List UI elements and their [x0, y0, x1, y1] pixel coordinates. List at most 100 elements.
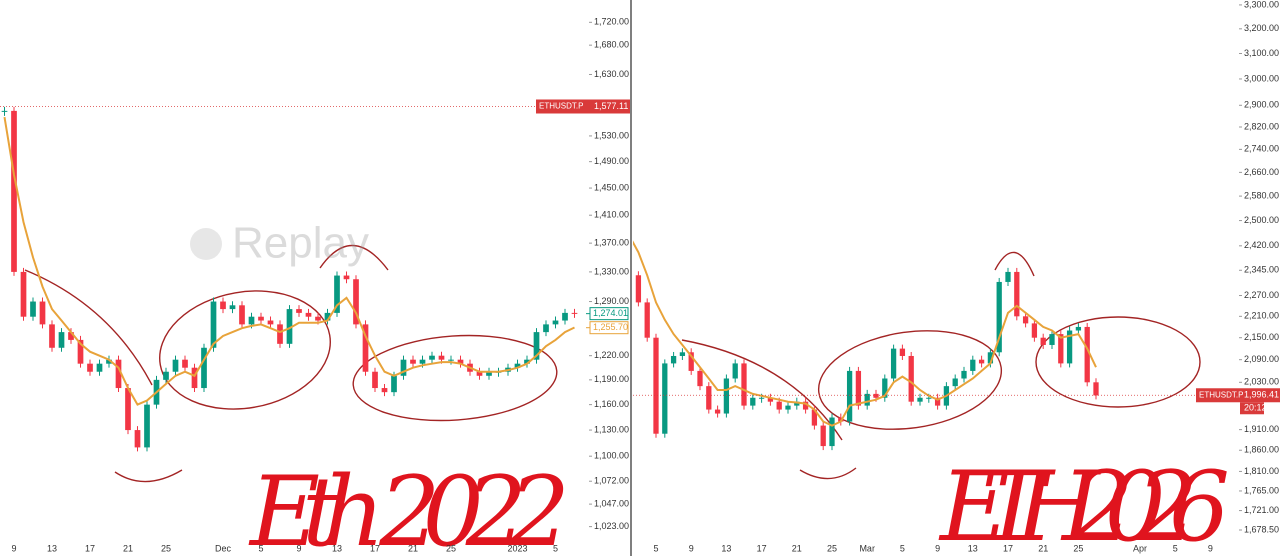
- candle: [1093, 382, 1099, 396]
- candle: [58, 332, 65, 348]
- moving-average: [3, 116, 575, 406]
- handwriting: Eth 2022: [248, 456, 570, 556]
- candle: [353, 279, 359, 325]
- candle: [476, 371, 483, 376]
- candle: [343, 275, 350, 280]
- candle: [1005, 271, 1011, 282]
- y-tick-label: 1,190.00: [594, 374, 629, 384]
- y-tick-label: 2,030.00: [1244, 377, 1279, 387]
- candle: [96, 363, 103, 372]
- y-tick-label: 3,200.00: [1244, 23, 1279, 33]
- y-tick-label: 1,072.00: [594, 476, 629, 486]
- candle: [391, 375, 397, 393]
- candle: [77, 339, 84, 364]
- candle: [324, 312, 331, 321]
- y-tick-label: 1,490.00: [594, 156, 629, 166]
- x-tick-label: 21: [792, 543, 802, 553]
- candle: [68, 332, 74, 340]
- x-tick-label: 9: [689, 543, 694, 553]
- y-tick-label: 2,270.00: [1244, 290, 1279, 300]
- candle: [1031, 323, 1038, 338]
- symbol-tag: [536, 99, 630, 114]
- y-tick-label: 2,580.00: [1244, 190, 1279, 200]
- candle: [802, 401, 809, 410]
- y-tick-label: 2,210.00: [1244, 311, 1279, 321]
- x-tick-label: 5: [553, 543, 558, 553]
- y-tick-label: 2,090.00: [1244, 354, 1279, 364]
- candle: [315, 316, 321, 321]
- y-tick-label: 1,450.00: [594, 182, 629, 192]
- candle: [653, 337, 659, 434]
- y-tick-label: 1,370.00: [594, 238, 629, 248]
- candle: [248, 316, 255, 325]
- candle: [201, 347, 207, 389]
- y-tick-label: 2,150.00: [1244, 332, 1279, 342]
- candle: [334, 275, 340, 313]
- candle: [448, 359, 454, 361]
- candle: [987, 352, 994, 364]
- candle: [741, 363, 747, 406]
- candle: [846, 370, 853, 422]
- candle: [1, 110, 8, 112]
- candle: [277, 324, 283, 344]
- y-tick-label: 1,530.00: [594, 130, 629, 140]
- candle: [670, 355, 677, 364]
- candle: [524, 359, 530, 364]
- candle: [688, 352, 694, 371]
- y-tick-label: 1,410.00: [594, 210, 629, 220]
- y-tick-label: 2,900.00: [1244, 100, 1279, 110]
- candle: [381, 388, 388, 393]
- candle: [934, 397, 941, 406]
- candle: [855, 370, 862, 406]
- y-tick-label: 3,000.00: [1244, 73, 1279, 83]
- y-tick-label: 2,660.00: [1244, 167, 1279, 177]
- x-tick-label: Apr: [1133, 543, 1147, 553]
- y-tick-label: 1,721.00: [1244, 505, 1279, 515]
- candle: [286, 309, 293, 344]
- candle: [20, 271, 27, 317]
- candle: [220, 301, 226, 310]
- x-tick-label: 9: [935, 543, 940, 553]
- y-tick-label: 2,820.00: [1244, 121, 1279, 131]
- y-tick-label: 2,740.00: [1244, 144, 1279, 154]
- candle: [767, 397, 774, 402]
- candle: [49, 324, 55, 348]
- x-tick-label: 5: [653, 543, 658, 553]
- price-label: 1,255.70: [593, 322, 628, 332]
- y-tick-label: 1,678.50: [1244, 524, 1279, 534]
- candle: [864, 393, 870, 406]
- y-tick-label: 1,910.00: [1244, 424, 1279, 434]
- candle: [996, 281, 1002, 353]
- candle: [926, 397, 932, 399]
- candle: [1014, 271, 1020, 317]
- x-tick-label: 21: [1038, 543, 1048, 553]
- x-tick-label: 5: [1173, 543, 1178, 553]
- y-tick-label: 1,630.00: [594, 69, 629, 79]
- candle: [873, 393, 879, 398]
- candle: [30, 301, 36, 317]
- symbol-tag: [1196, 388, 1280, 403]
- candle: [372, 371, 378, 389]
- candle: [1022, 316, 1029, 324]
- candle: [706, 386, 712, 410]
- candle: [514, 363, 521, 368]
- candle: [39, 301, 46, 325]
- price-label: 1,577.11: [594, 101, 628, 111]
- moving-average: [633, 240, 1097, 427]
- y-tick-label: 1,680.00: [594, 40, 629, 50]
- candle: [419, 359, 426, 364]
- candle: [258, 316, 264, 321]
- candle: [229, 305, 236, 310]
- candle: [182, 359, 188, 368]
- candle: [562, 312, 568, 321]
- candle: [486, 371, 492, 376]
- candle: [899, 348, 906, 356]
- plot: [0, 106, 586, 452]
- x-tick-label: 5: [900, 543, 905, 553]
- x-tick-label: 13: [721, 543, 731, 553]
- candle: [191, 367, 198, 389]
- candle: [144, 404, 150, 448]
- timer-tag: [1240, 402, 1264, 415]
- candle: [1075, 326, 1082, 331]
- candle: [794, 401, 800, 406]
